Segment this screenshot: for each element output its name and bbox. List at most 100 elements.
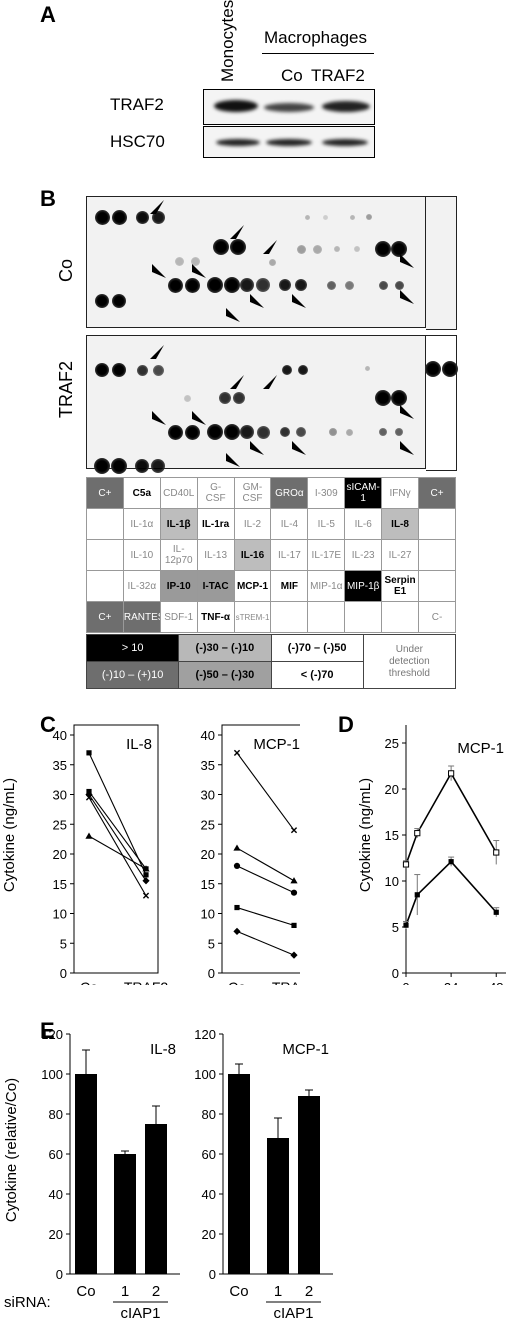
series bbox=[85, 790, 150, 885]
array-spot bbox=[391, 241, 407, 257]
array-spot bbox=[391, 390, 407, 406]
series bbox=[233, 862, 298, 896]
data-point bbox=[290, 877, 298, 884]
y-tick-label: 100 bbox=[41, 1067, 63, 1082]
panel-c-charts: Cytokine (ng/mL) 0 5 10 15 20 25 30 35 40 Co TRAF2 I… bbox=[1, 724, 300, 985]
chart-title: MCP-1 bbox=[457, 740, 504, 757]
traf2-array-frame-extension bbox=[426, 335, 457, 471]
legend-cell-under-detection-threshold: Under detection threshold bbox=[362, 634, 457, 689]
data-point bbox=[291, 922, 297, 928]
data-point bbox=[85, 832, 93, 839]
legend-row: > 10 (-)30 – (-)10 (-)70 – (-)50 Under dete… bbox=[85, 634, 457, 689]
cytokine-cell-il-17: IL-17 bbox=[270, 539, 309, 571]
x-marker-stroke bbox=[85, 794, 93, 801]
cytokine-cell-empty bbox=[86, 508, 124, 540]
cytokine-cell-mif: MIF bbox=[270, 570, 309, 602]
array-spot bbox=[136, 364, 148, 376]
y-tick-label: 0 bbox=[60, 966, 67, 981]
panel-c-y-axis-label: Cytokine (ng/mL) bbox=[1, 778, 18, 892]
cytokine-cell-il-12p70: IL- 12p70 bbox=[159, 539, 198, 571]
y-tick-label: 0 bbox=[208, 966, 215, 981]
panel-c-label: C bbox=[40, 712, 56, 737]
cytokine-cell-strem-1: sTREM-1 bbox=[233, 601, 272, 633]
y-tick-label: 5 bbox=[60, 936, 67, 951]
cytokine-cell-il-32: IL-32α bbox=[122, 570, 161, 602]
legend-cell-50-30: (-)50 – (-)30 bbox=[178, 661, 272, 689]
arrowhead-icon bbox=[292, 441, 306, 455]
arrowhead-icon bbox=[263, 375, 277, 389]
arrowhead-icon bbox=[400, 405, 414, 419]
array-spot bbox=[224, 277, 240, 293]
cytokine-cell-gro: GROα bbox=[270, 477, 309, 509]
series-line bbox=[88, 797, 147, 896]
data-point bbox=[85, 794, 93, 801]
series-line bbox=[405, 771, 497, 865]
series-line bbox=[88, 835, 147, 870]
bar-2 bbox=[298, 1096, 320, 1274]
bar-chart-mcp-1: 0 20 40 60 80 100 120 MCP-1 Co 1 2 cIAP1 bbox=[194, 1027, 333, 1320]
arrowhead-icon bbox=[400, 290, 414, 304]
array-map-row: IL-32α IP-10 I-TAC MCP-1 MIF MIP-1α MIP-1β Serp… bbox=[86, 570, 456, 602]
cytokine-cell-gm-csf: GM- CSF bbox=[233, 477, 272, 509]
arrowhead-icon bbox=[226, 453, 240, 467]
array-spot bbox=[354, 246, 360, 252]
line-chart-mcp-1: 0 5 10 15 20 25 30 35 40 Co TRAF2 MCP-1 bbox=[201, 724, 300, 985]
monocytes-header: Monocytes bbox=[218, 0, 237, 82]
sirna-label: siRNA: bbox=[4, 1294, 51, 1311]
arrowhead-icon bbox=[150, 200, 164, 214]
array-spot bbox=[282, 365, 292, 375]
hsc70-row-label: HSC70 bbox=[110, 132, 165, 151]
cytokine-cell-empty bbox=[86, 570, 124, 602]
bar-chart-il-8: 0 20 40 60 80 100 120 IL-8 Co 1 2 cIAP1 bbox=[41, 1027, 180, 1320]
x-tick-label-co: Co bbox=[80, 979, 98, 985]
array-spot bbox=[349, 214, 355, 220]
chart-title: MCP-1 bbox=[282, 1041, 329, 1058]
array-spot bbox=[394, 280, 404, 290]
cytokine-cell-il-5: IL-5 bbox=[307, 508, 346, 540]
x-tick-label-traf2: TRAF2 bbox=[124, 979, 169, 985]
y-tick-label: 10 bbox=[53, 907, 67, 922]
cytokine-cell-serpin-e1: Serpin E1 bbox=[381, 570, 420, 602]
y-tick-label: 15 bbox=[385, 828, 399, 843]
cytokine-cell-il-1: IL-1β bbox=[159, 508, 198, 540]
array-spot bbox=[304, 214, 310, 220]
legend-cell-70: < (-)70 bbox=[270, 661, 364, 689]
legend-cell-10-10: (-)10 – (+)10 bbox=[85, 661, 180, 689]
array-spot bbox=[184, 277, 200, 293]
cytokine-cell-empty bbox=[418, 570, 456, 602]
array-spot bbox=[219, 392, 231, 404]
data-point bbox=[290, 951, 298, 959]
series bbox=[233, 749, 298, 834]
array-spot bbox=[233, 392, 245, 404]
cytokine-cell-il-10: IL-10 bbox=[122, 539, 161, 571]
panel-d-y-axis-label: Cytokine (ng/mL) bbox=[357, 778, 374, 892]
cytokine-cell-empty bbox=[418, 539, 456, 571]
array-spot bbox=[296, 427, 306, 437]
cytokine-cell-il-27: IL-27 bbox=[381, 539, 420, 571]
cytokine-cell-i-309: I-309 bbox=[307, 477, 346, 509]
data-point bbox=[448, 859, 454, 865]
traf2-array-label: TRAF2 bbox=[56, 360, 76, 418]
cytokine-cell-c: C- bbox=[418, 601, 456, 633]
array-spot bbox=[213, 239, 229, 255]
array-spot bbox=[230, 239, 246, 255]
data-point bbox=[143, 872, 149, 878]
cytokine-cell-sdf-1: SDF-1 bbox=[159, 601, 198, 633]
array-spot bbox=[95, 294, 109, 308]
legend-cell-10: > 10 bbox=[85, 634, 180, 662]
y-tick-label: 60 bbox=[202, 1147, 216, 1162]
data-point bbox=[234, 904, 240, 911]
array-spot bbox=[240, 425, 254, 439]
cytokine-cell-i-tac: I-TAC bbox=[196, 570, 235, 602]
y-tick-label: 80 bbox=[49, 1107, 63, 1122]
y-tick-label: 20 bbox=[53, 847, 67, 862]
array-spot bbox=[295, 279, 307, 291]
x-tick-label: 24 bbox=[444, 980, 458, 985]
y-tick-label: 25 bbox=[385, 736, 399, 751]
plot-frame bbox=[221, 724, 300, 974]
y-tick-label: 60 bbox=[49, 1147, 63, 1162]
array-spot bbox=[379, 428, 387, 436]
array-spot bbox=[190, 256, 200, 266]
y-tick-label: 20 bbox=[201, 847, 215, 862]
